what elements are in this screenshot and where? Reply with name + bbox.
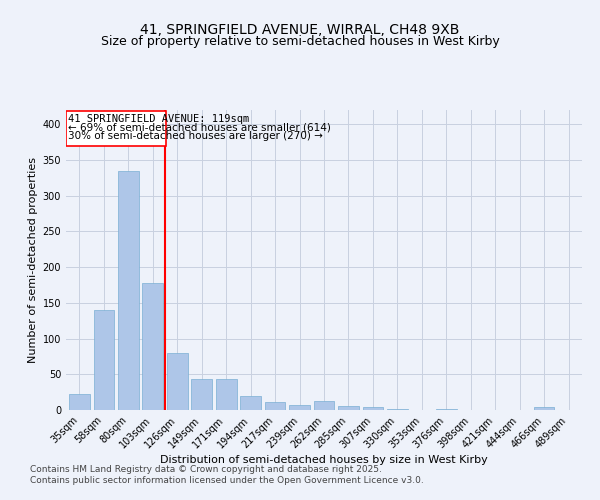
Y-axis label: Number of semi-detached properties: Number of semi-detached properties <box>28 157 38 363</box>
Text: Size of property relative to semi-detached houses in West Kirby: Size of property relative to semi-detach… <box>101 35 499 48</box>
Text: 30% of semi-detached houses are larger (270) →: 30% of semi-detached houses are larger (… <box>68 132 323 141</box>
Text: 41, SPRINGFIELD AVENUE, WIRRAL, CH48 9XB: 41, SPRINGFIELD AVENUE, WIRRAL, CH48 9XB <box>140 22 460 36</box>
X-axis label: Distribution of semi-detached houses by size in West Kirby: Distribution of semi-detached houses by … <box>160 456 488 466</box>
Bar <box>265 402 286 410</box>
Bar <box>240 396 261 410</box>
Bar <box>289 405 310 410</box>
Text: ← 69% of semi-detached houses are smaller (614): ← 69% of semi-detached houses are smalle… <box>68 123 331 133</box>
Bar <box>387 408 408 410</box>
Bar <box>338 406 359 410</box>
Bar <box>69 394 90 410</box>
Text: 41 SPRINGFIELD AVENUE: 119sqm: 41 SPRINGFIELD AVENUE: 119sqm <box>68 114 250 124</box>
Bar <box>314 400 334 410</box>
Bar <box>191 378 212 410</box>
Bar <box>94 310 114 410</box>
Bar <box>66 112 166 146</box>
Bar <box>362 407 383 410</box>
Bar <box>118 170 139 410</box>
Bar <box>216 378 236 410</box>
Bar <box>142 283 163 410</box>
Bar <box>534 407 554 410</box>
Text: Contains public sector information licensed under the Open Government Licence v3: Contains public sector information licen… <box>30 476 424 485</box>
Bar <box>167 353 188 410</box>
Text: Contains HM Land Registry data © Crown copyright and database right 2025.: Contains HM Land Registry data © Crown c… <box>30 465 382 474</box>
